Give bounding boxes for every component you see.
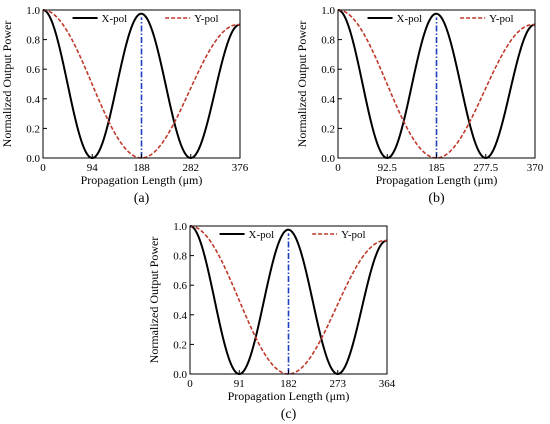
y-tick-label: 1.0 [26,5,40,17]
series-line-y-pol [42,9,241,159]
panel-label: (b) [428,191,445,206]
y-tick-label: 0.0 [173,369,187,381]
x-tick-label: 0 [335,162,341,174]
y-tick-label: 0.6 [173,280,187,292]
y-tick-label: 0.8 [26,35,40,47]
legend-label: Y-pol [341,229,365,241]
y-tick-label: 0.2 [173,339,187,351]
y-tick-label: 1.0 [321,5,335,17]
y-tick-label: 0.2 [26,123,40,135]
x-tick-label: 282 [183,162,200,174]
chart-panel: 0 94 188 282 376 0.0 0.2 0.4 0.6 0.8 1.0 Propagatio… [0,5,249,206]
legend-label: X-pol [102,13,128,25]
y-tick-label: 0.6 [321,64,335,76]
x-tick-label: 91 [234,378,245,390]
x-tick-label: 376 [232,162,249,174]
legend-label: Y-pol [489,13,513,25]
y-tick-label: 0.2 [321,123,335,135]
chart-panel: 0 91 182 273 364 0.0 0.2 0.4 0.6 0.8 1.0 Propagatio… [147,221,396,422]
x-tick-label: 94 [87,162,99,174]
y-tick-label: 0.0 [26,153,40,165]
y-tick-label: 0.4 [26,94,40,106]
x-tick-label: 0 [187,378,193,390]
x-tick-label: 273 [330,378,347,390]
x-axis-title: Propagation Length (μm) [81,173,203,187]
panel-label: (a) [134,191,150,206]
series-line-y-pol [337,9,536,159]
legend-label: Y-pol [194,13,218,25]
x-tick-label: 364 [379,378,396,390]
legend-label: X-pol [249,229,275,241]
y-tick-label: 0.4 [173,310,187,322]
y-axis-title: Normalized Output Power [295,21,309,148]
x-tick-label: 277.5 [473,162,498,174]
x-axis-title: Propagation Length (μm) [376,173,498,187]
y-tick-label: 0.0 [321,153,335,165]
y-tick-label: 1.0 [173,221,187,233]
series-line-y-pol [189,225,388,375]
y-tick-label: 0.8 [321,35,335,47]
panel-label: (c) [281,407,297,422]
legend-label: X-pol [397,13,423,25]
y-axis-title: Normalized Output Power [147,237,161,364]
y-tick-label: 0.4 [321,94,335,106]
x-tick-label: 188 [133,162,150,174]
x-tick-label: 370 [527,162,544,174]
x-tick-label: 92.5 [378,162,398,174]
y-tick-label: 0.8 [173,251,187,263]
x-axis-title: Propagation Length (μm) [228,389,350,403]
x-tick-label: 185 [428,162,445,174]
chart-panel: 0 92.5 185 277.5 370 0.0 0.2 0.4 0.6 0.8 1.0 Propag… [295,5,544,206]
series-line-x-pol [337,9,536,160]
series-line-x-pol [42,9,241,160]
x-tick-label: 182 [280,378,297,390]
x-tick-label: 0 [40,162,46,174]
y-tick-label: 0.6 [26,64,40,76]
y-axis-title: Normalized Output Power [0,21,14,148]
series-line-x-pol [189,225,388,376]
